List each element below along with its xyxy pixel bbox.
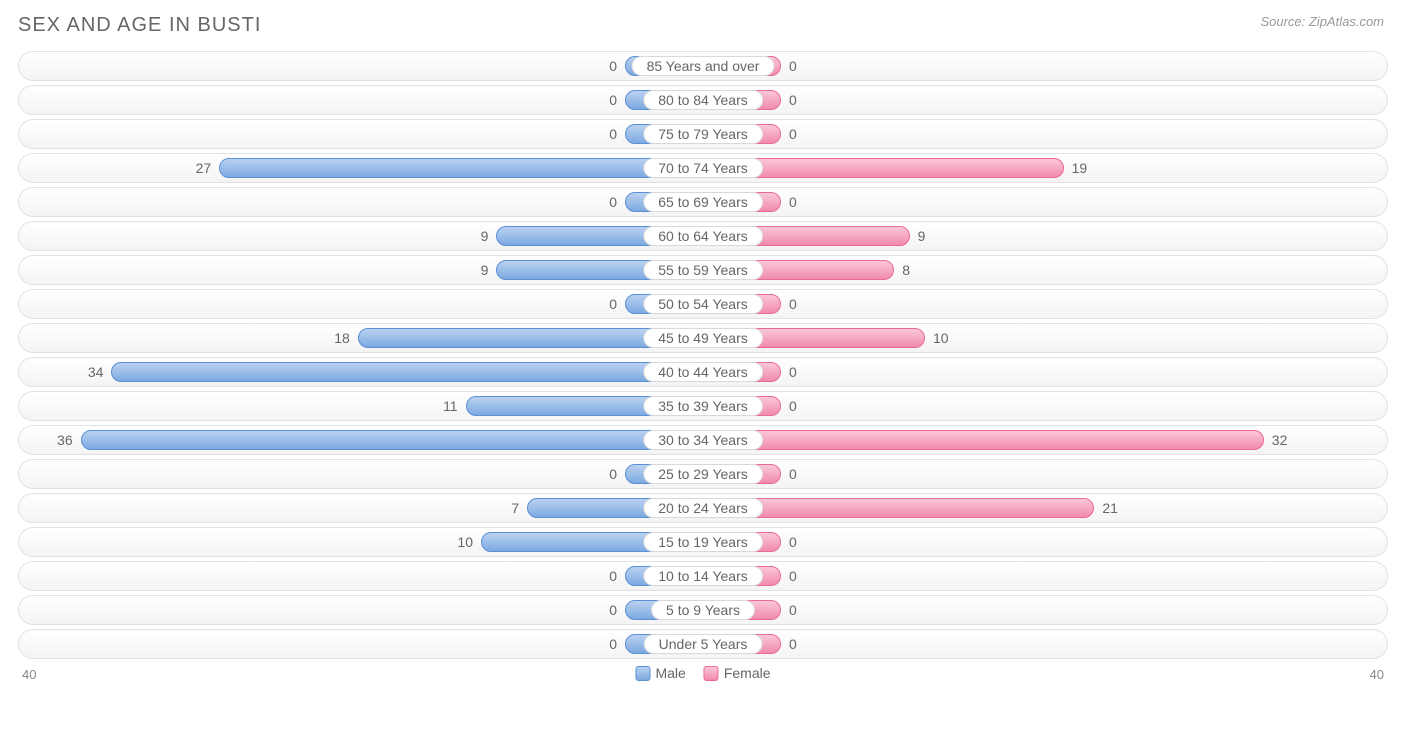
legend-male: Male [635,665,685,681]
male-value: 0 [609,294,617,314]
chart-row: 34 0 40 to 44 Years [18,357,1388,387]
axis-max-right: 40 [1370,667,1384,682]
legend-male-label: Male [655,665,685,681]
male-value: 7 [511,498,519,518]
legend-female: Female [704,665,771,681]
chart-rows: 0085 Years and over0080 to 84 Years0075 … [18,51,1388,659]
age-category-pill: 80 to 84 Years [643,90,763,110]
axis-max-left: 40 [22,667,36,682]
female-bar [703,430,1264,450]
chart-row: 36 32 30 to 34 Years [18,425,1388,455]
male-value: 9 [481,260,489,280]
female-value: 0 [789,362,797,382]
male-value: 18 [334,328,350,348]
female-value: 0 [789,90,797,110]
female-value: 0 [789,464,797,484]
chart-row: 9 9 60 to 64 Years [18,221,1388,251]
female-value: 0 [789,192,797,212]
age-category-pill: 55 to 59 Years [643,260,763,280]
female-value: 0 [789,124,797,144]
male-swatch-icon [635,666,650,681]
chart-row: 0 0 80 to 84 Years [18,85,1388,115]
chart-title: SEX AND AGE IN BUSTI [18,14,1388,37]
male-value: 0 [609,566,617,586]
chart-row: 0 0 5 to 9 Years [18,595,1388,625]
male-value: 0 [609,192,617,212]
male-value: 0 [609,124,617,144]
chart-row: 0 0 85 Years and over [18,51,1388,81]
male-value: 0 [609,56,617,76]
age-category-pill: 75 to 79 Years [643,124,763,144]
age-category-pill: 50 to 54 Years [643,294,763,314]
female-value: 32 [1272,430,1288,450]
male-bar [111,362,703,382]
chart-row: 0 0 65 to 69 Years [18,187,1388,217]
chart-row: 7 21 20 to 24 Years [18,493,1388,523]
chart-row: 10 0 15 to 19 Years [18,527,1388,557]
male-value: 0 [609,600,617,620]
age-category-pill: 20 to 24 Years [643,498,763,518]
female-value: 21 [1102,498,1118,518]
female-value: 0 [789,566,797,586]
male-value: 36 [57,430,73,450]
male-value: 10 [457,532,473,552]
chart-row: 27 19 70 to 74 Years [18,153,1388,183]
male-bar [81,430,703,450]
age-category-pill: 5 to 9 Years [651,600,755,620]
female-value: 8 [902,260,910,280]
age-category-pill: 70 to 74 Years [643,158,763,178]
legend-female-label: Female [724,665,771,681]
male-value: 0 [609,464,617,484]
female-swatch-icon [704,666,719,681]
male-bar [219,158,703,178]
male-value: 9 [481,226,489,246]
population-pyramid-chart: SEX AND AGE IN BUSTI Source: ZipAtlas.co… [0,0,1406,740]
age-category-pill: Under 5 Years [644,634,763,654]
age-category-pill: 65 to 69 Years [643,192,763,212]
age-category-pill: 15 to 19 Years [643,532,763,552]
age-category-pill: 35 to 39 Years [643,396,763,416]
chart-row: 0 0 10 to 14 Years [18,561,1388,591]
age-category-pill: 10 to 14 Years [643,566,763,586]
male-value: 0 [609,90,617,110]
age-category-pill: 30 to 34 Years [643,430,763,450]
female-value: 19 [1072,158,1088,178]
female-value: 0 [789,56,797,76]
chart-row: 9 8 55 to 59 Years [18,255,1388,285]
chart-row: 0 0 Under 5 Years [18,629,1388,659]
chart-row: 11 0 35 to 39 Years [18,391,1388,421]
female-value: 0 [789,294,797,314]
male-value: 11 [443,396,458,416]
chart-source: Source: ZipAtlas.com [1260,14,1384,29]
male-value: 27 [196,158,212,178]
age-category-pill: 60 to 64 Years [643,226,763,246]
female-value: 0 [789,634,797,654]
female-value: 10 [933,328,949,348]
chart-row: 18 10 45 to 49 Years [18,323,1388,353]
chart-row: 0 0 50 to 54 Years [18,289,1388,319]
female-value: 0 [789,532,797,552]
age-category-pill: 25 to 29 Years [643,464,763,484]
age-category-pill: 45 to 49 Years [643,328,763,348]
female-value: 0 [789,600,797,620]
legend: Male Female [635,665,770,681]
age-category-pill: 85 Years and over [632,56,775,76]
age-category-pill: 40 to 44 Years [643,362,763,382]
chart-row: 0 0 75 to 79 Years [18,119,1388,149]
chart-footer: 40 Male Female 40 [18,665,1388,691]
male-value: 0 [609,634,617,654]
female-value: 0 [789,396,797,416]
chart-row: 0 0 25 to 29 Years [18,459,1388,489]
female-value: 9 [918,226,926,246]
male-value: 34 [88,362,104,382]
